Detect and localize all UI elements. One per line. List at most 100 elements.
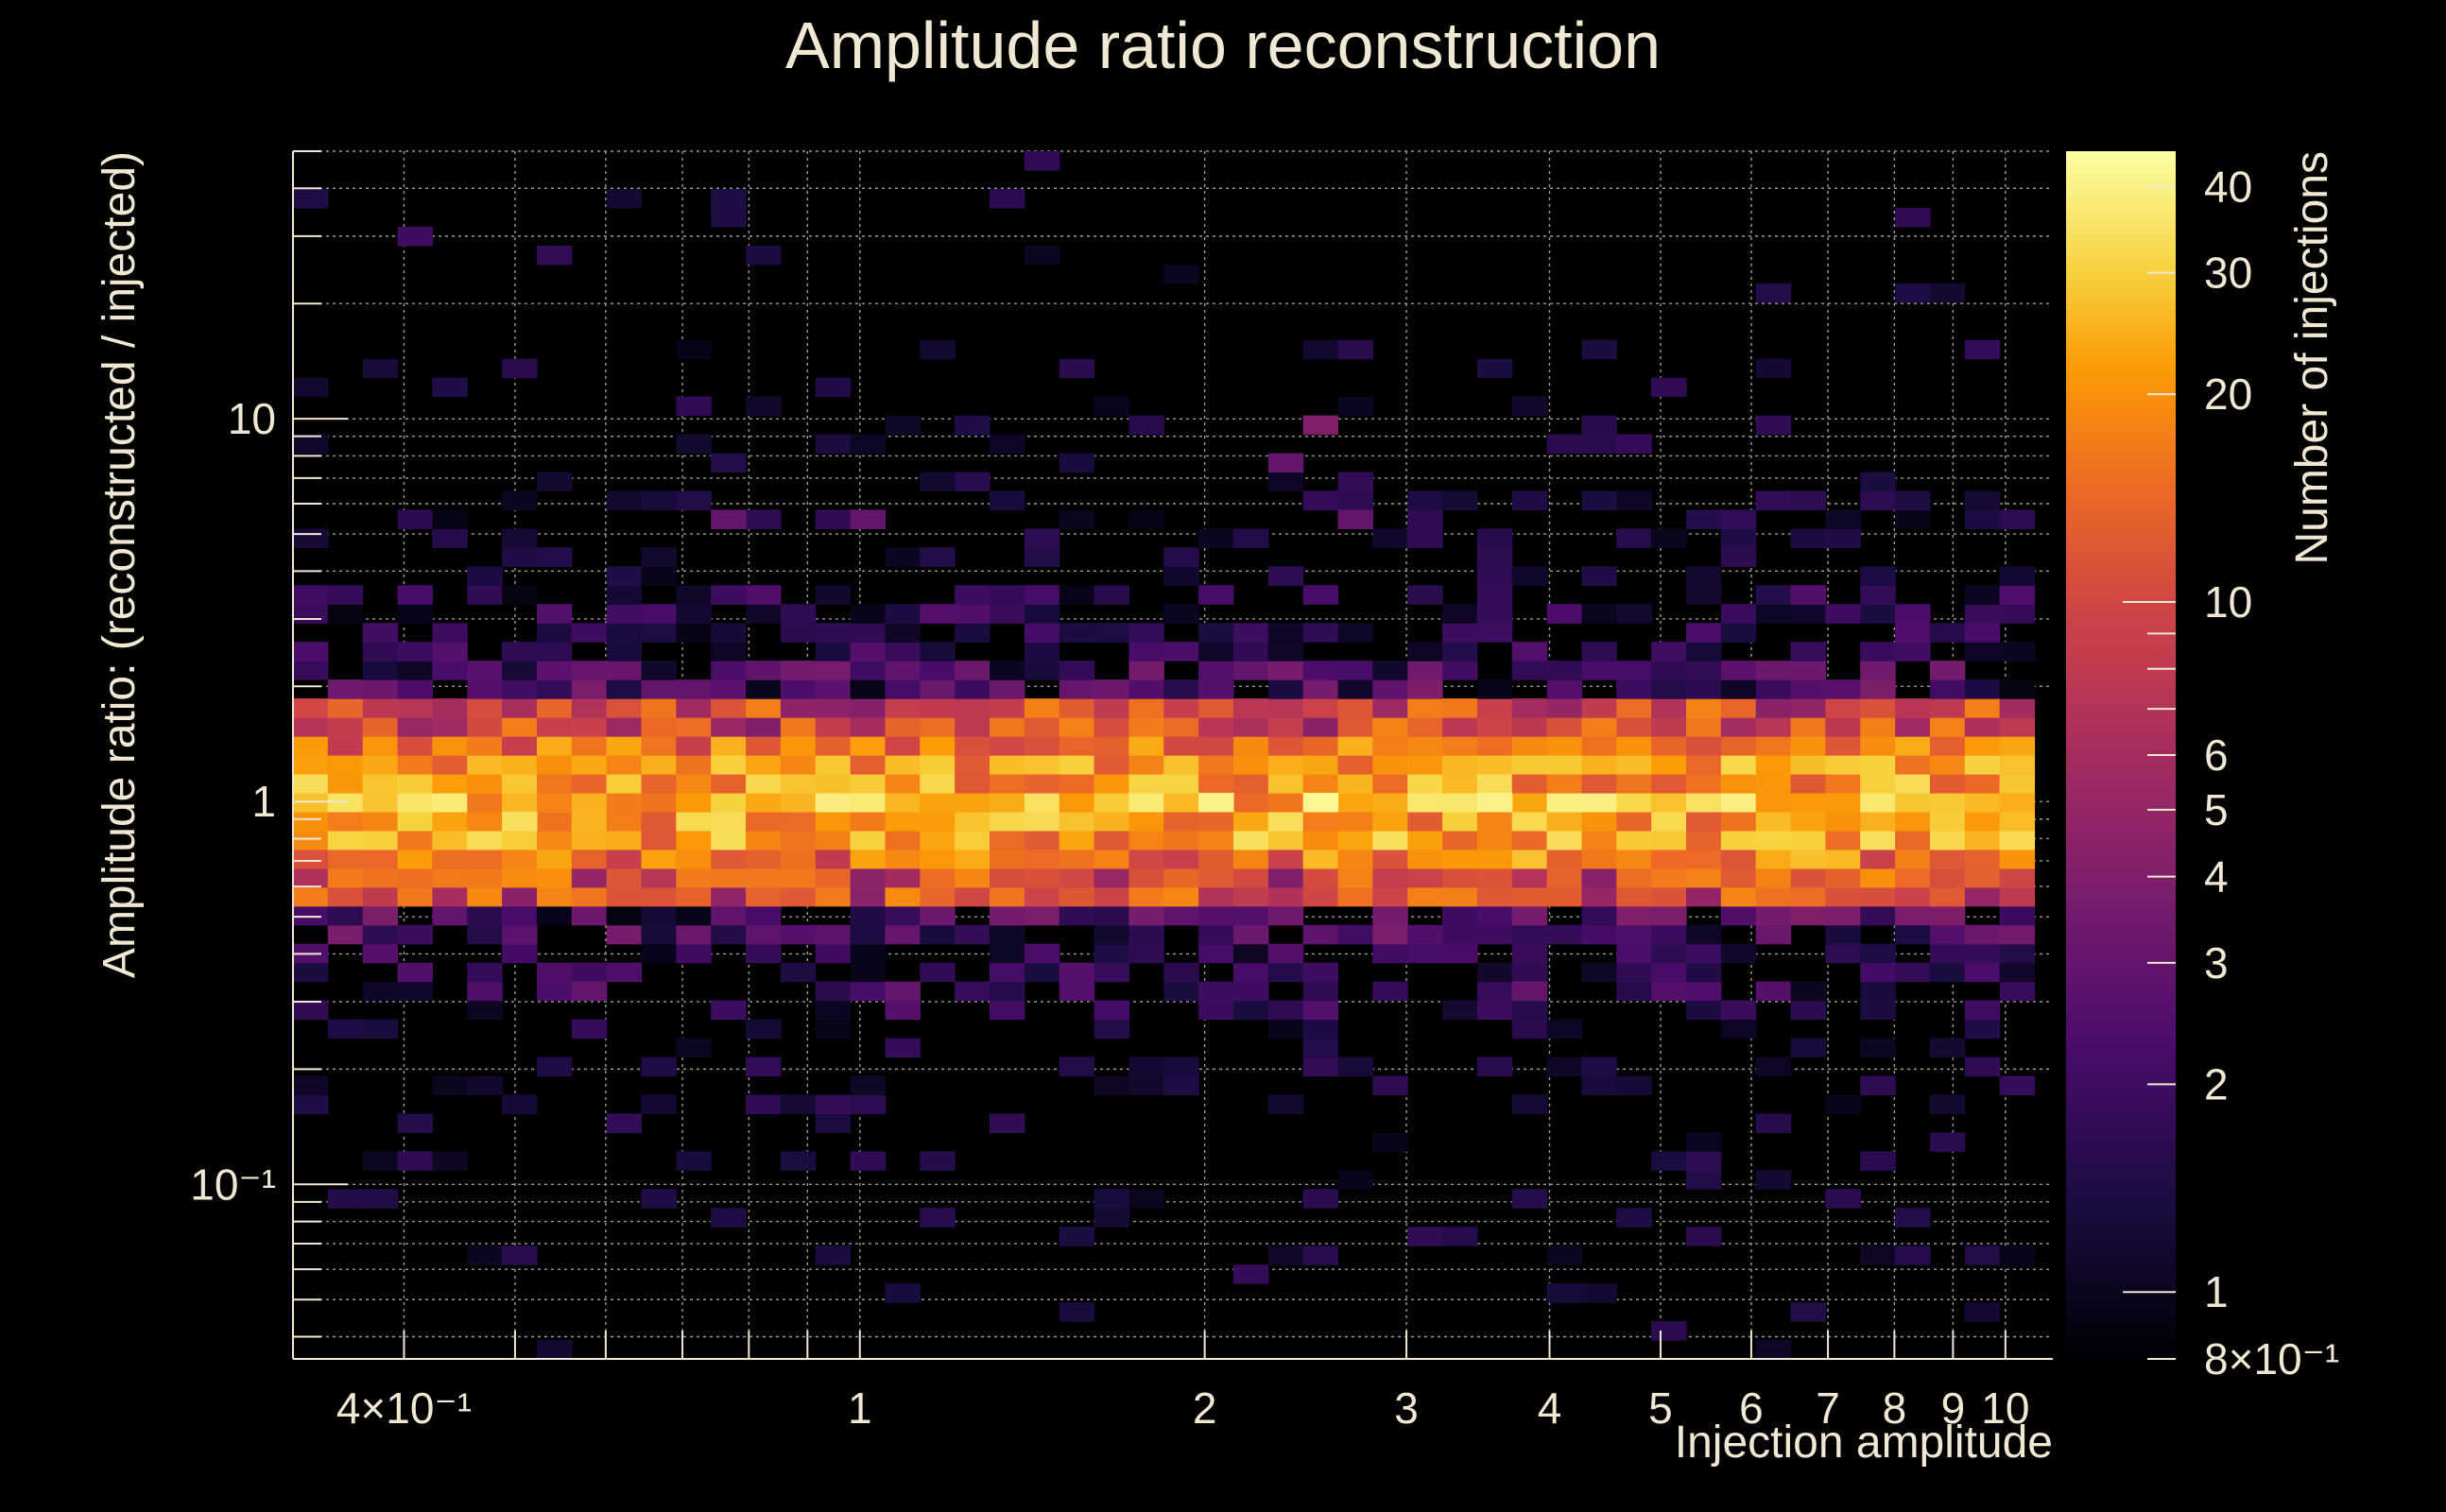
- heatmap-cell: [1128, 886, 1164, 907]
- heatmap-cell: [1094, 962, 1130, 983]
- heatmap-cell: [1372, 717, 1408, 737]
- heatmap-cell: [990, 698, 1025, 718]
- y-tick-label: 10⁻¹: [190, 1160, 276, 1209]
- heatmap-cell: [1407, 661, 1443, 680]
- heatmap-cell: [362, 924, 399, 945]
- heatmap-cell: [1059, 1057, 1095, 1077]
- heatmap-cell: [1163, 604, 1199, 624]
- heatmap-cell: [606, 773, 643, 794]
- heatmap-cell: [397, 679, 434, 699]
- heatmap-cell: [1755, 736, 1792, 756]
- heatmap-cell: [1128, 698, 1164, 718]
- heatmap-cell: [1860, 792, 1896, 813]
- heatmap-cell: [1198, 981, 1234, 1002]
- heatmap-cell: [432, 1075, 468, 1096]
- heatmap-cell: [1232, 905, 1269, 926]
- heatmap-cell: [1720, 604, 1757, 624]
- heatmap-cell: [362, 698, 399, 718]
- heatmap-cell: [1686, 566, 1722, 586]
- heatmap-cell: [1094, 792, 1130, 813]
- heatmap-cell: [571, 962, 608, 983]
- heatmap-cell: [1755, 981, 1792, 1002]
- heatmap-cell: [990, 604, 1025, 624]
- heatmap-cell: [1198, 849, 1234, 869]
- heatmap-cell: [641, 1189, 677, 1209]
- heatmap-cell: [1337, 396, 1373, 417]
- colorbar-tick-label: 30: [2204, 249, 2252, 298]
- heatmap-cell: [432, 792, 468, 813]
- heatmap-cell: [1790, 604, 1827, 624]
- heatmap-cell: [920, 736, 956, 756]
- heatmap-cell: [1651, 830, 1687, 850]
- heatmap-cell: [1024, 547, 1060, 567]
- heatmap-cell: [1651, 905, 1687, 926]
- heatmap-cell: [293, 642, 329, 662]
- heatmap-cell: [1442, 736, 1478, 756]
- heatmap-cell: [1720, 755, 1757, 775]
- heatmap-cell: [1267, 736, 1304, 756]
- heatmap-cell: [1929, 943, 1966, 964]
- heatmap-cell: [327, 604, 364, 624]
- heatmap-cell: [1059, 830, 1095, 850]
- x-tick-label: 3: [1394, 1383, 1419, 1433]
- heatmap-cell: [815, 623, 852, 643]
- heatmap-cell: [1407, 528, 1443, 548]
- heatmap-cell: [1094, 868, 1130, 888]
- heatmap-cell: [1581, 698, 1617, 718]
- heatmap-cell: [676, 698, 712, 718]
- heatmap-cell: [1163, 736, 1199, 756]
- heatmap-cell: [990, 830, 1025, 850]
- heatmap-cell: [920, 642, 956, 662]
- heatmap-cell: [1407, 830, 1443, 850]
- heatmap-cell: [1267, 1000, 1304, 1021]
- heatmap-cell: [815, 679, 852, 699]
- heatmap-cell: [1372, 736, 1408, 756]
- heatmap-cell: [711, 1000, 747, 1021]
- heatmap-cell: [676, 755, 712, 775]
- x-tick-label: 2: [1193, 1383, 1217, 1433]
- heatmap-cell: [711, 755, 747, 775]
- heatmap-cell: [293, 811, 329, 832]
- heatmap-cell: [815, 924, 852, 945]
- heatmap-cell: [1198, 528, 1234, 548]
- heatmap-cell: [920, 604, 956, 624]
- heatmap-cell: [990, 736, 1025, 756]
- heatmap-cell: [1094, 1019, 1130, 1040]
- heatmap-cell: [1302, 1246, 1339, 1265]
- heatmap-cell: [397, 226, 434, 247]
- heatmap-cell: [1232, 642, 1269, 662]
- heatmap-cell: [1059, 358, 1095, 379]
- heatmap-cell: [1094, 1208, 1130, 1228]
- heatmap-cell: [920, 792, 956, 813]
- heatmap-cell: [920, 679, 956, 699]
- heatmap-cell: [850, 717, 887, 737]
- heatmap-cell: [502, 792, 538, 813]
- x-tick-label: 9: [1941, 1383, 1966, 1433]
- heatmap-cell: [920, 924, 956, 945]
- heatmap-cell: [1651, 1151, 1687, 1171]
- heatmap-cell: [1128, 811, 1164, 832]
- heatmap-cell: [1407, 924, 1443, 945]
- heatmap-cell: [1964, 811, 2001, 832]
- heatmap-cell: [432, 698, 468, 718]
- heatmap-cell: [1720, 1000, 1757, 1021]
- heatmap-cell: [1790, 698, 1827, 718]
- heatmap-cell: [1267, 830, 1304, 850]
- heatmap-cell: [1511, 962, 1548, 983]
- heatmap-cell: [606, 811, 643, 832]
- heatmap-cell: [1337, 868, 1373, 888]
- colorbar-tick-label: 10: [2204, 577, 2252, 627]
- heatmap-cell: [1686, 736, 1722, 756]
- heatmap-cell: [536, 642, 573, 662]
- heatmap-cell: [1267, 849, 1304, 869]
- heatmap-cell: [1442, 661, 1478, 680]
- heatmap-cell: [1476, 773, 1513, 794]
- heatmap-cell: [1302, 490, 1339, 511]
- heatmap-cell: [1198, 736, 1234, 756]
- heatmap-cell: [1232, 528, 1269, 548]
- heatmap-cell: [815, 642, 852, 662]
- heatmap-cell: [1895, 509, 1931, 529]
- heatmap-cell: [1511, 773, 1548, 794]
- heatmap-cell: [1267, 755, 1304, 775]
- heatmap-cell: [1232, 792, 1269, 813]
